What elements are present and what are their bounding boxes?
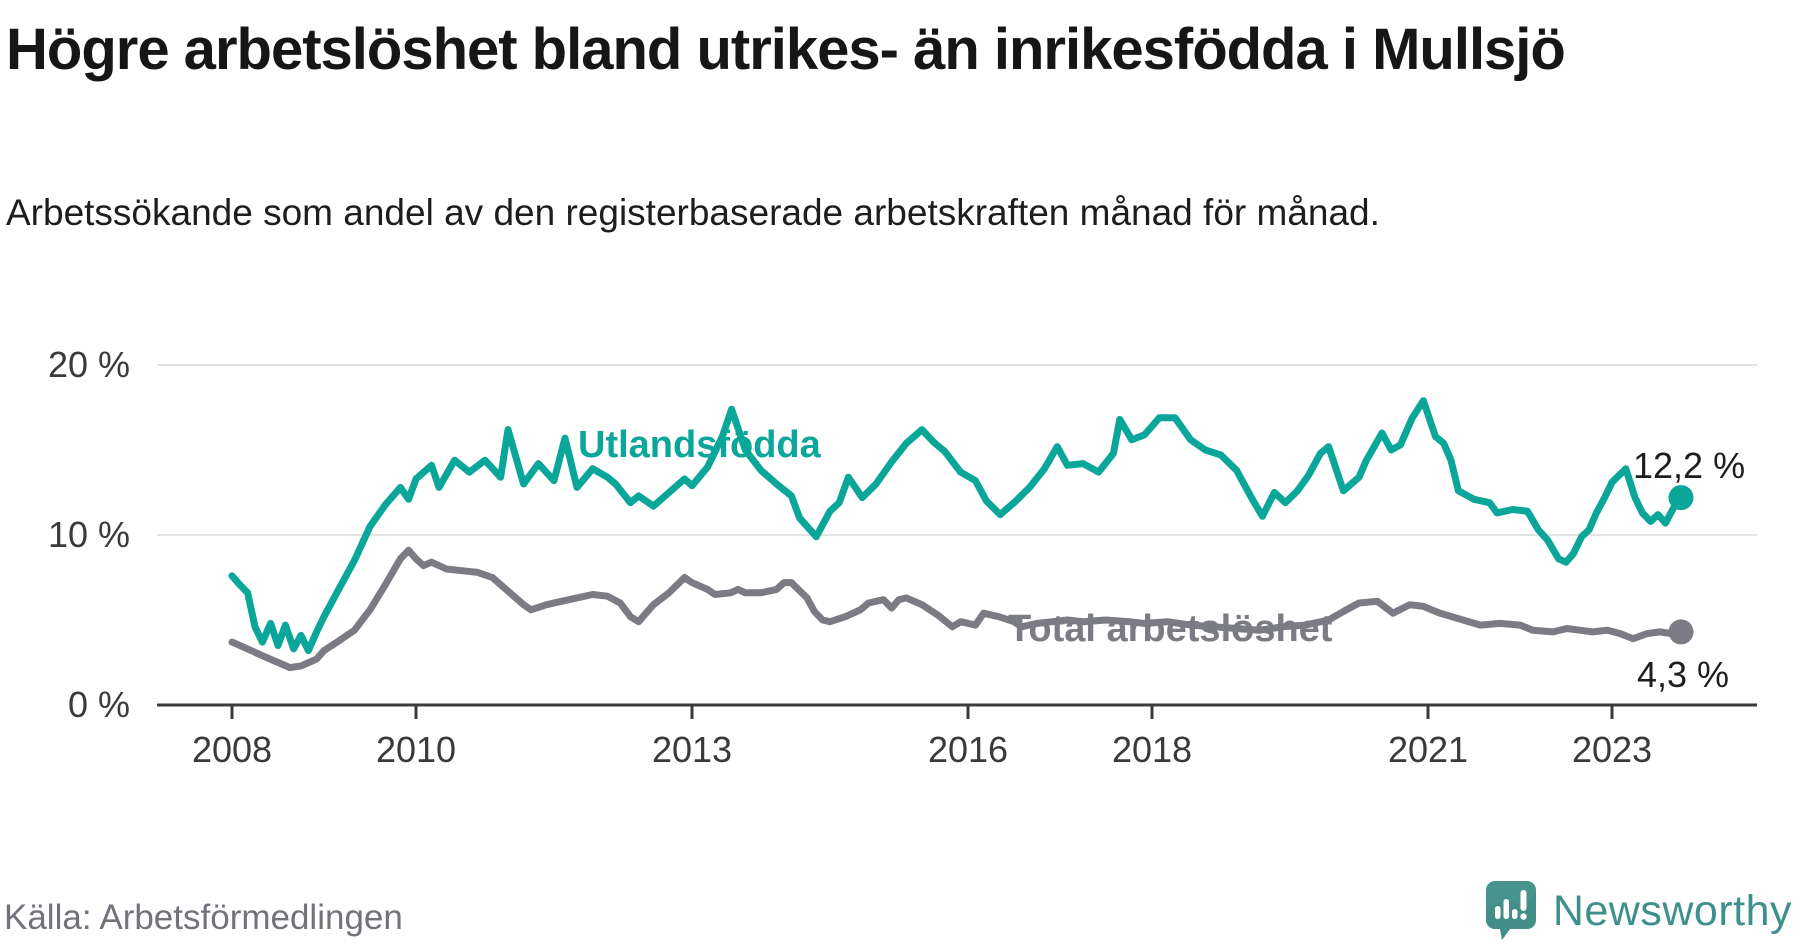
- end-value-label-utlandsfodda: 12,2 %: [1633, 445, 1745, 486]
- source-note: Källa: Arbetsförmedlingen: [4, 898, 403, 937]
- series-label-utlandsfodda: Utlandsfödda: [578, 424, 822, 466]
- page-subtitle: Arbetssökande som andel av den registerb…: [6, 192, 1380, 233]
- x-tick-label-2008: 2008: [192, 729, 272, 770]
- x-tick-label-2010: 2010: [376, 729, 456, 770]
- brand-logo: Newsworthy: [1485, 880, 1792, 942]
- newsworthy-icon: [1485, 881, 1536, 940]
- series-line-utlandsfodda: [228, 397, 1685, 655]
- x-tick-label-2018: 2018: [1112, 729, 1192, 770]
- series-label-total: Total arbetslöshet: [1008, 608, 1333, 650]
- x-tick-label-2016: 2016: [928, 729, 1008, 770]
- end-value-label-total: 4,3 %: [1637, 654, 1729, 695]
- x-tick-label-2023: 2023: [1572, 729, 1652, 770]
- y-tick-label-10: 10 %: [48, 514, 130, 555]
- brand-name: Newsworthy: [1552, 886, 1792, 935]
- y-tick-label-0: 0 %: [68, 684, 130, 725]
- y-tick-label-20: 20 %: [48, 344, 130, 385]
- series-end-dot-total: [1668, 619, 1694, 645]
- x-tick-label-2021: 2021: [1388, 729, 1468, 770]
- series-line-total: [228, 546, 1685, 672]
- page-title: Högre arbetslöshet bland utrikes- än inr…: [6, 17, 1566, 82]
- series-end-dot-utlandsfodda: [1668, 485, 1694, 511]
- x-tick-label-2013: 2013: [652, 729, 732, 770]
